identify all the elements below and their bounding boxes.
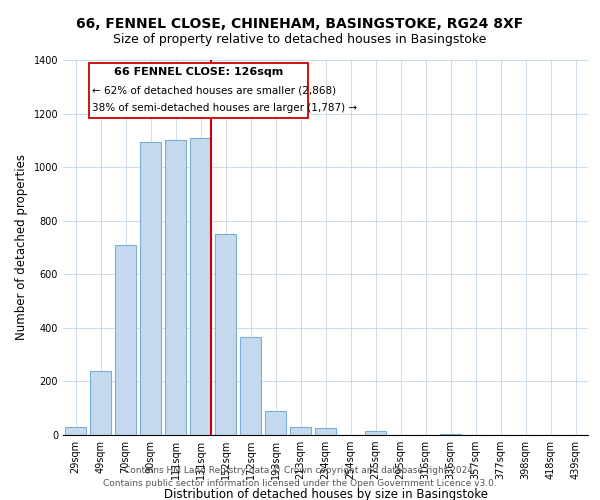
- Bar: [190, 138, 211, 435]
- X-axis label: Distribution of detached houses by size in Basingstoke: Distribution of detached houses by size …: [163, 488, 487, 500]
- Text: 66, FENNEL CLOSE, CHINEHAM, BASINGSTOKE, RG24 8XF: 66, FENNEL CLOSE, CHINEHAM, BASINGSTOKE,…: [76, 18, 524, 32]
- Bar: [165, 140, 186, 435]
- Bar: [240, 337, 261, 435]
- Y-axis label: Number of detached properties: Number of detached properties: [15, 154, 28, 340]
- Text: ← 62% of detached houses are smaller (2,868): ← 62% of detached houses are smaller (2,…: [92, 85, 337, 95]
- Bar: [365, 431, 386, 435]
- Bar: [215, 234, 236, 435]
- Text: Contains HM Land Registry data © Crown copyright and database right 2024.
Contai: Contains HM Land Registry data © Crown c…: [103, 466, 497, 487]
- Bar: [89, 62, 308, 118]
- Bar: [290, 427, 311, 435]
- Bar: [90, 370, 111, 435]
- Bar: [115, 245, 136, 435]
- Bar: [65, 427, 86, 435]
- Bar: [315, 428, 336, 435]
- Text: 38% of semi-detached houses are larger (1,787) →: 38% of semi-detached houses are larger (…: [92, 102, 358, 113]
- Text: Size of property relative to detached houses in Basingstoke: Size of property relative to detached ho…: [113, 32, 487, 46]
- Bar: [140, 142, 161, 435]
- Text: 66 FENNEL CLOSE: 126sqm: 66 FENNEL CLOSE: 126sqm: [113, 67, 283, 77]
- Bar: [265, 411, 286, 435]
- Bar: [440, 434, 461, 435]
